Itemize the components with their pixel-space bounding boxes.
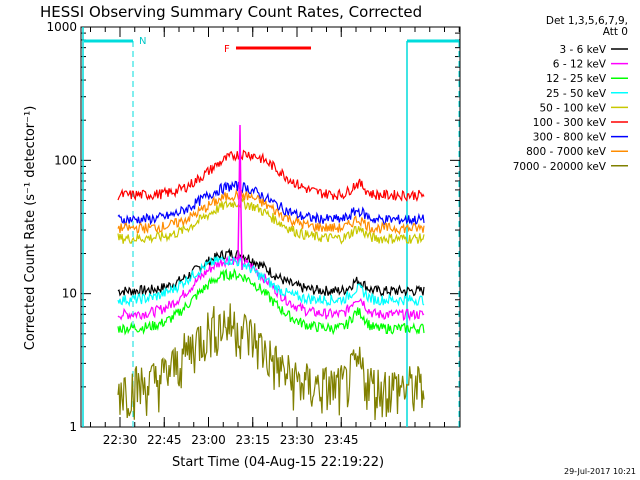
- plot-frame: [80, 26, 461, 428]
- legend-label: 12 - 25 keV: [546, 73, 607, 85]
- legend-header: Det 1,3,5,6,7,9,: [546, 15, 628, 27]
- x-tick-label: 23:00: [191, 433, 226, 447]
- y-tick-label: 1: [69, 420, 77, 434]
- legend-label: 6 - 12 keV: [553, 59, 607, 71]
- x-tick-label: 22:45: [147, 433, 182, 447]
- legend: Det 1,3,5,6,7,9,Att 0 3 - 6 keV 6 - 12 keV…: [513, 15, 628, 173]
- footer-timestamp: 29-Jul-2017 10:21: [564, 467, 636, 476]
- series-line-3: [117, 255, 425, 308]
- y-tick-label: 10: [62, 287, 77, 301]
- x-tick-label: 23:15: [235, 433, 270, 447]
- series-line-6: [117, 180, 425, 227]
- y-axis-label: Corrected Count Rate (s⁻¹ detector⁻¹): [23, 106, 38, 351]
- x-axis-label: Start Time (04-Aug-15 22:19:22): [172, 455, 384, 470]
- legend-label: 7000 - 20000 keV: [513, 161, 607, 173]
- y-tick-label: 100: [54, 153, 77, 167]
- legend-label: 300 - 800 keV: [533, 132, 607, 144]
- plot-area: 1 10 100 1000 22:30 22:45 23:00 23:15 23:30 23:45…: [46, 20, 461, 447]
- series-line-2: [117, 267, 425, 336]
- legend-label: 3 - 6 keV: [559, 44, 606, 56]
- series-line-4: [117, 196, 425, 245]
- x-tick-label: 23:45: [324, 433, 359, 447]
- legend-label: 800 - 7000 keV: [526, 146, 607, 158]
- y-tick-label: 1000: [46, 20, 77, 34]
- spike-line: [237, 124, 243, 271]
- series-line-5: [117, 149, 425, 203]
- x-tick-label: 22:30: [103, 433, 138, 447]
- x-tick-label: 23:30: [280, 433, 315, 447]
- series-line-7: [117, 188, 425, 236]
- night-label: N: [139, 36, 146, 47]
- flare-label: F: [224, 44, 230, 55]
- legend-label: 25 - 50 keV: [546, 88, 607, 100]
- series-line-8: [117, 303, 425, 421]
- legend-header: Att 0: [603, 26, 628, 38]
- legend-label: 100 - 300 keV: [533, 117, 607, 129]
- chart-title: HESSI Observing Summary Count Rates, Cor…: [40, 3, 422, 21]
- series-line-0: [117, 247, 425, 298]
- legend-label: 50 - 100 keV: [539, 102, 606, 114]
